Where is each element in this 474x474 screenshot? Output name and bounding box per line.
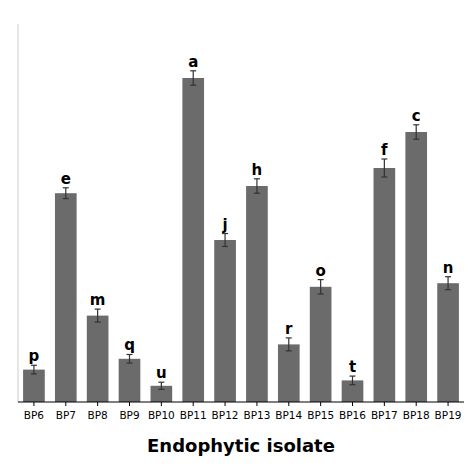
x-tick xyxy=(33,402,34,406)
error-bar xyxy=(381,159,387,177)
annotation: p xyxy=(29,347,40,365)
bar xyxy=(310,287,332,402)
x-tick-label: BP11 xyxy=(180,409,207,421)
error-bar xyxy=(445,277,451,290)
x-tick-label: BP8 xyxy=(88,409,108,421)
y-axis-line xyxy=(18,24,19,402)
bar xyxy=(119,359,141,402)
chart-container: p e m q u a j h r o t f c n BP6 BP7 BP8 BP9 BP10 BP11 BP12 BP… xyxy=(0,0,474,474)
annotation: h xyxy=(252,161,263,179)
x-tick xyxy=(225,402,226,406)
x-tick xyxy=(320,402,321,406)
annotation: m xyxy=(90,291,106,309)
error-bar xyxy=(63,188,69,199)
bar xyxy=(87,316,109,402)
x-tick-label: BP15 xyxy=(307,409,334,421)
x-tick-label: BP12 xyxy=(212,409,239,421)
annotation: u xyxy=(156,364,167,382)
bar xyxy=(182,78,204,402)
x-axis-label: Endophytic isolate xyxy=(147,435,335,456)
bar xyxy=(55,193,77,402)
annotation: t xyxy=(349,358,356,376)
x-tick-label: BP6 xyxy=(24,409,45,421)
x-tick-label: BP13 xyxy=(243,409,270,421)
bar xyxy=(405,132,427,402)
bar xyxy=(437,283,459,402)
error-bar xyxy=(127,354,133,363)
annotation: e xyxy=(61,170,71,188)
x-tick xyxy=(416,402,417,406)
x-tick xyxy=(97,402,98,406)
annotation: j xyxy=(221,216,227,234)
error-bar xyxy=(95,309,101,322)
x-tick xyxy=(256,402,257,406)
x-tick-label: BP16 xyxy=(339,409,366,421)
x-tick xyxy=(288,402,289,406)
bar xyxy=(374,168,396,402)
x-tick-label: BP10 xyxy=(148,409,175,421)
x-tick-label: BP14 xyxy=(275,409,302,421)
bar xyxy=(23,370,45,402)
error-bar xyxy=(158,382,164,389)
annotation: r xyxy=(285,320,293,338)
x-tick xyxy=(193,402,194,406)
chart: p e m q u a j h r o t f c n BP6 BP7 BP8 BP9 BP10 BP11 BP12 BP… xyxy=(0,0,474,474)
bar xyxy=(214,240,236,402)
annotation: o xyxy=(315,262,325,280)
x-axis-line xyxy=(18,402,464,403)
x-tick xyxy=(448,402,449,406)
x-tick-label: BP7 xyxy=(56,409,76,421)
error-bar xyxy=(413,125,419,139)
x-tick-label: BP18 xyxy=(403,409,430,421)
error-bar xyxy=(286,338,292,351)
annotation: c xyxy=(412,107,421,125)
x-tick xyxy=(65,402,66,406)
x-tick-label: BP9 xyxy=(119,409,139,421)
x-tick xyxy=(129,402,130,406)
error-bar xyxy=(254,179,260,193)
annotation: f xyxy=(381,141,388,159)
x-tick-label: BP17 xyxy=(371,409,398,421)
error-bar xyxy=(318,280,324,294)
error-bar xyxy=(31,365,37,374)
x-tick xyxy=(161,402,162,406)
bars xyxy=(23,71,459,402)
error-bar xyxy=(190,71,196,85)
annotation: n xyxy=(443,259,454,277)
error-bar xyxy=(350,376,356,385)
x-tick xyxy=(352,402,353,406)
x-tick xyxy=(384,402,385,406)
bar xyxy=(246,186,268,402)
bar xyxy=(278,344,300,402)
annotation: q xyxy=(124,336,135,354)
error-bar xyxy=(222,234,228,247)
x-tick-label: BP19 xyxy=(435,409,462,421)
annotation: a xyxy=(188,53,198,71)
